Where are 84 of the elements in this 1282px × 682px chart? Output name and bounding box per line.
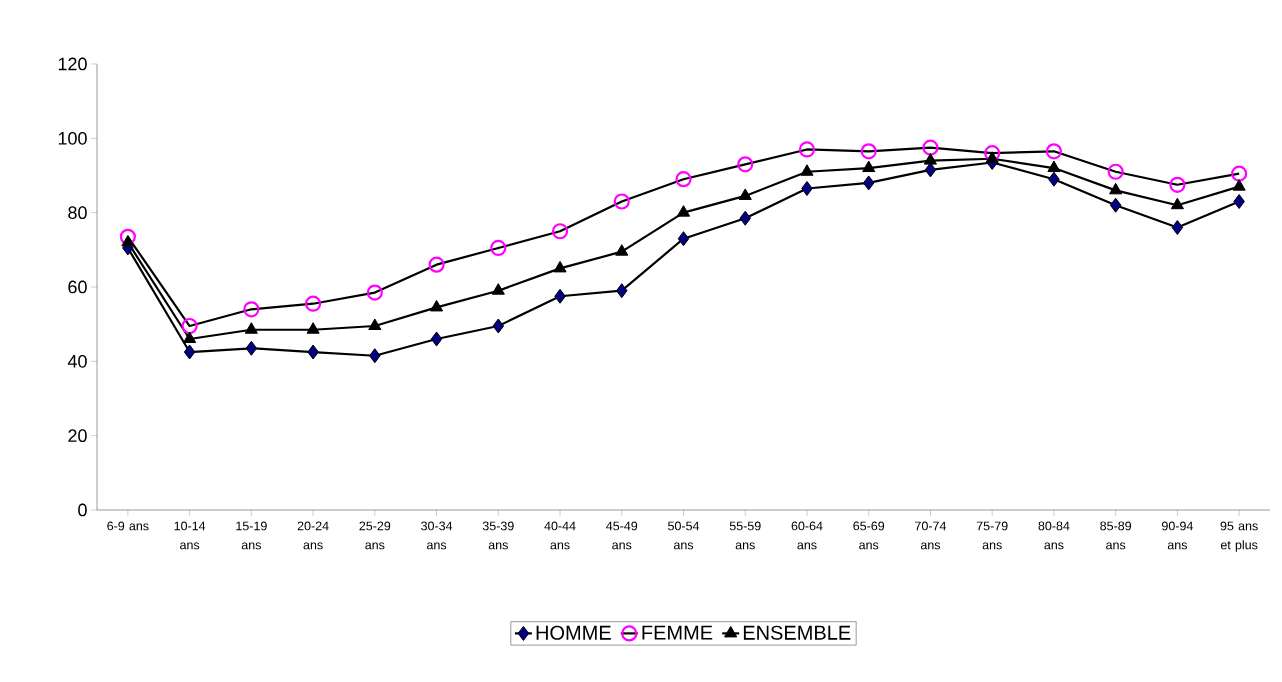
point [738, 188, 752, 200]
point [984, 145, 1001, 162]
legend-label: ENSEMBLE [743, 625, 851, 640]
point [1109, 182, 1123, 195]
point [985, 151, 999, 163]
legend-label: HOMME [536, 625, 611, 640]
point [616, 283, 628, 299]
point [1171, 220, 1184, 236]
point [244, 322, 258, 334]
point [368, 318, 382, 331]
point [554, 288, 566, 304]
legend-label: FEMME [642, 625, 713, 640]
point [243, 301, 260, 318]
point [862, 175, 875, 191]
point [1109, 197, 1122, 213]
point [551, 223, 569, 240]
point [119, 228, 136, 245]
point [1047, 160, 1061, 173]
point [675, 171, 692, 188]
point [615, 244, 629, 256]
point [924, 162, 937, 178]
point [183, 344, 196, 360]
point [739, 210, 751, 226]
point [798, 141, 816, 158]
x-tick-label: 75-79 ans [976, 521, 1008, 550]
point [428, 256, 445, 273]
x-tick-label: 20-24 ans [297, 521, 329, 550]
x-tick-label: 85-89 ans [1100, 521, 1132, 550]
x-tick-label: 25-29 ans [359, 521, 391, 550]
x-tick-label: 35-39 ans [482, 521, 514, 550]
x-tick-label: 10-14 ans [174, 521, 206, 550]
point [1233, 194, 1245, 209]
point [677, 231, 690, 247]
x-tick-label: 50-54 ans [668, 521, 700, 550]
y-tick-label: 120 [58, 57, 87, 71]
x-tick-label: 40-44 ans [544, 521, 576, 550]
point [181, 317, 198, 335]
x-tick-label: 65-69 ans [853, 521, 885, 550]
point [800, 164, 814, 176]
x-tick-label: 15-19 ans [236, 521, 267, 550]
x-tick-label: 95 ans et plus [1220, 521, 1258, 552]
point [491, 283, 505, 295]
point [737, 156, 754, 173]
y-tick-label: 100 [58, 131, 87, 145]
point [366, 284, 383, 301]
point [1231, 165, 1248, 182]
x-tick-label: 70-74 ans [915, 521, 947, 550]
point [923, 153, 938, 165]
point [492, 318, 505, 334]
point [1107, 163, 1124, 180]
x-tick-label: 90-94 ans [1162, 521, 1193, 550]
point [306, 322, 320, 334]
point [553, 260, 567, 273]
point [430, 331, 443, 347]
point [304, 295, 322, 312]
y-tick-label: 80 [68, 206, 87, 220]
point [1048, 171, 1060, 187]
point [676, 205, 691, 217]
point [490, 239, 507, 257]
point [860, 143, 877, 160]
point [1170, 197, 1184, 210]
point [1045, 143, 1063, 160]
x-tick-label: 55-59 ans [729, 521, 761, 550]
point [1232, 179, 1246, 191]
point [307, 344, 319, 360]
point [430, 299, 444, 312]
x-tick-label: 6-9 ans [107, 521, 149, 531]
point [1169, 176, 1186, 193]
y-tick-label: 0 [78, 503, 87, 517]
point [121, 234, 135, 247]
point [369, 348, 381, 364]
y-tick-label: 40 [67, 354, 87, 368]
point [245, 340, 258, 356]
point [801, 180, 813, 196]
y-tick-label: 20 [68, 429, 87, 443]
point [613, 193, 630, 210]
y-tick-label: 60 [68, 280, 87, 294]
point [862, 160, 876, 173]
point [183, 331, 197, 344]
x-tick-label: 60-64 ans [791, 521, 823, 550]
x-tick-label: 30-34 ans [421, 521, 453, 550]
x-tick-label: 45-49 ans [606, 521, 638, 550]
point [922, 139, 939, 156]
x-tick-label: 80-84 ans [1038, 521, 1070, 550]
